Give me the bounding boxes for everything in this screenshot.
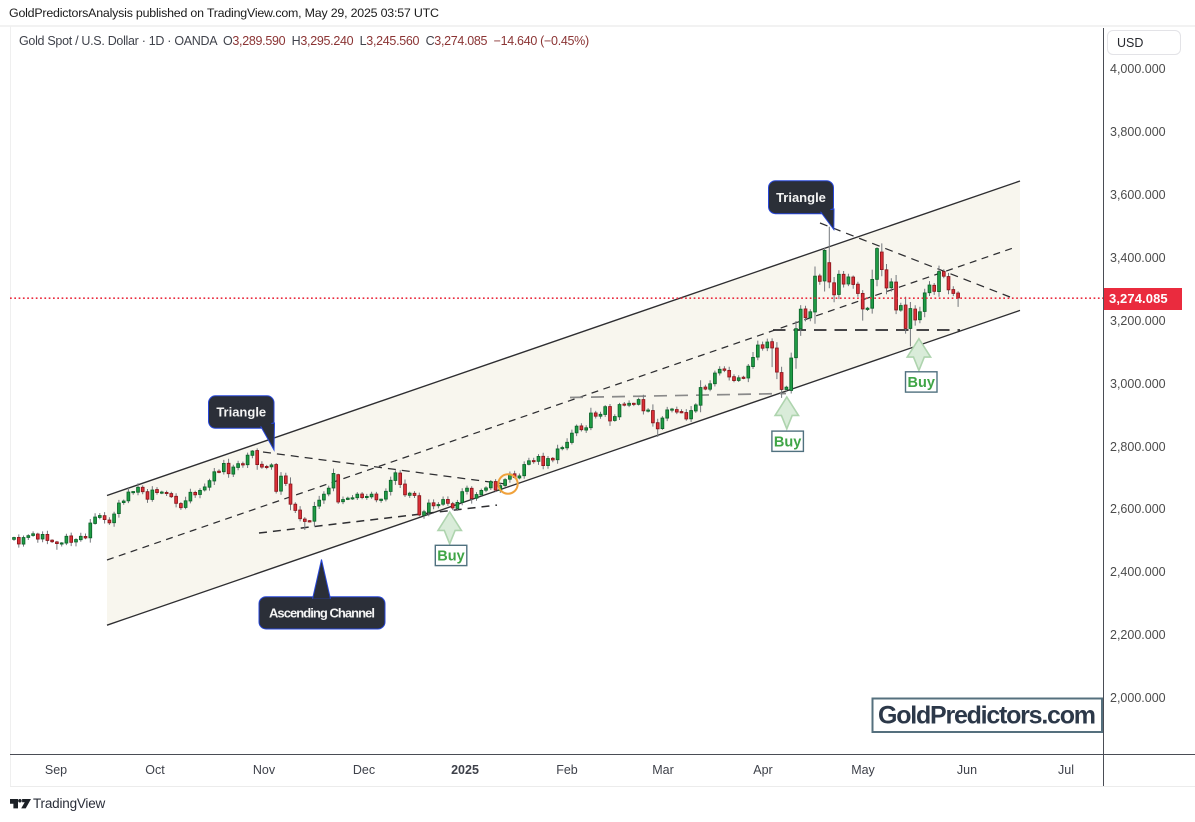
svg-text:GoldPredictors.com: GoldPredictors.com (878, 702, 1096, 730)
svg-text:Buy: Buy (437, 549, 464, 565)
svg-text:Buy: Buy (907, 375, 934, 391)
svg-text:Buy: Buy (774, 434, 801, 450)
svg-text:Ascending Channel: Ascending Channel (269, 606, 375, 621)
svg-text:Triangle: Triangle (776, 190, 826, 205)
svg-text:Triangle: Triangle (216, 405, 266, 420)
